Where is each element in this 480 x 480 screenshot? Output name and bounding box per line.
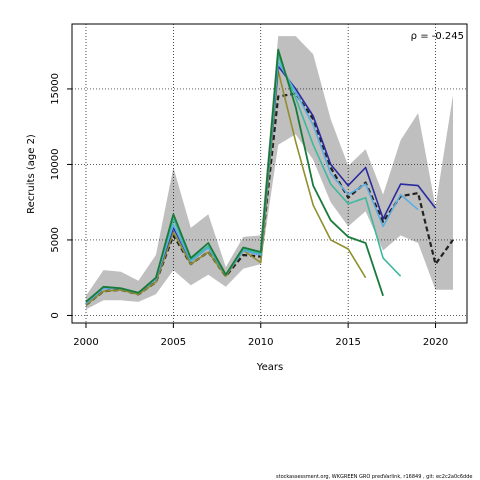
x-tick-label: 2000 (73, 337, 98, 348)
y-axis-label: Recruits (age 2) (26, 134, 37, 214)
plot-frame (71, 23, 468, 324)
x-axis-label: Years (256, 362, 283, 373)
x-axis: 2000 2005 2010 2015 2020 (73, 323, 448, 348)
x-tick-label: 2020 (423, 337, 448, 348)
rho-annotation: ρ = -0.245 (411, 31, 464, 42)
series-line-6 (85, 48, 384, 303)
y-tick-label: 5000 (50, 227, 61, 252)
y-tick-label: 10000 (50, 148, 61, 180)
series-lines (85, 48, 454, 306)
footer-credit: stockassessment.org, WKGREEN GRO predVar… (276, 474, 473, 480)
grid (72, 24, 467, 323)
series-line-2 (85, 70, 367, 306)
y-axis: 0 5000 10000 15000 (50, 73, 72, 319)
x-tick-label: 2010 (248, 337, 273, 348)
y-tick-label: 0 (50, 312, 61, 318)
x-tick-label: 2005 (161, 337, 186, 348)
x-tick-label: 2015 (335, 337, 360, 348)
y-tick-label: 15000 (50, 73, 61, 105)
